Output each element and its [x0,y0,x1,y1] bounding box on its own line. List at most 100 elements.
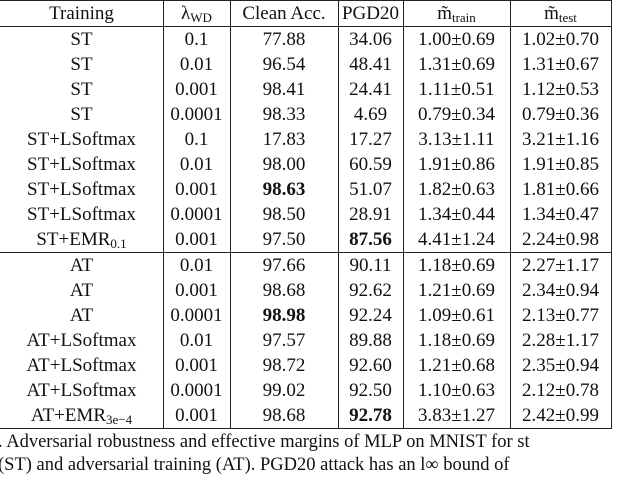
cell-text: 0.1 [184,129,209,150]
table-cell: AT [0,253,163,278]
cell-text: ST [70,104,93,125]
cell-text: AT+LSoftmax [26,380,137,401]
column-rule [230,0,231,429]
cell-text: 0.01 [179,330,214,351]
cell-text: 0.01 [179,154,214,175]
table-cell: 1.02±0.70 [510,27,611,52]
cell-text: 2.12±0.78 [522,380,599,401]
cell-text: 0.0001 [170,380,223,401]
cell-subscript: train [451,10,476,25]
table-cell: 0.0001 [163,202,230,227]
cell-text: AT+LSoftmax [26,355,137,376]
table-cell: 1.81±0.66 [510,177,611,202]
table-cell: 0.79±0.36 [510,102,611,127]
table-cell: 97.50 [230,227,338,252]
cell-text: 0.01 [179,54,214,75]
table-cell: 28.91 [338,202,403,227]
column-rule [510,0,511,429]
cell-text: m̃ [544,3,559,24]
caption-line: (ST) and adversarial training (AT). PGD2… [0,455,510,475]
table-cell: 2.12±0.78 [510,378,611,403]
table-cell: 92.62 [338,278,403,303]
table-cell: AT [0,278,163,303]
cell-text: 92.62 [349,280,392,301]
table-cell: 1.21±0.68 [403,353,510,378]
cell-text: 1.21±0.69 [418,280,495,301]
cell-text: 0.0001 [170,104,223,125]
cell-text: 98.50 [262,204,306,225]
table-cell: 1.11±0.51 [403,77,510,102]
table-cell: ST [0,27,163,52]
table-cell: 98.00 [230,152,338,177]
table-cell: 98.68 [230,278,338,303]
cell-text: 0.79±0.36 [522,104,599,125]
table-cell: 98.41 [230,77,338,102]
rule [0,428,611,429]
cell-text: 0.001 [175,179,218,200]
cell-text: 0.001 [175,280,218,301]
cell-text: 0.001 [175,229,218,250]
table-cell: ST+LSoftmax [0,177,163,202]
table-cell: 3.13±1.11 [403,127,510,152]
header-cell: λWD [163,1,230,26]
table-cell: 2.13±0.77 [510,303,611,328]
table-cell: 0.001 [163,77,230,102]
cell-text: 48.41 [349,54,392,75]
cell-subscript: WD [190,10,212,25]
table-cell: 90.11 [338,253,403,278]
table-cell: 0.001 [163,227,230,252]
cell-text: 3.21±1.16 [522,129,599,150]
cell-text: 98.00 [262,154,306,175]
cell-text: ST+LSoftmax [27,129,136,150]
cell-text: 1.82±0.63 [418,179,495,200]
cell-text: AT [69,280,94,301]
table-cell: 1.34±0.44 [403,202,510,227]
table-cell: 92.78 [338,403,403,428]
header-cell: m̃test [510,1,611,26]
cell-text: 92.50 [349,380,392,401]
cell-text: λ [181,3,191,24]
cell-subscript: 3e−4 [106,412,133,427]
table-cell: 99.02 [230,378,338,403]
cell-text: ST [70,29,93,50]
header-cell: m̃train [403,1,510,26]
column-rule [403,0,404,429]
cell-text: ST+EMR [36,229,111,250]
cell-text: 98.72 [262,355,306,376]
cell-text: 34.06 [349,29,392,50]
table-cell: 4.69 [338,102,403,127]
cell-text: 92.24 [349,305,392,326]
table-cell: ST+LSoftmax [0,202,163,227]
cell-text: ST+LSoftmax [27,179,136,200]
table-cell: AT [0,303,163,328]
table-cell: 98.68 [230,403,338,428]
cell-text: 89.88 [349,330,392,351]
cell-text: 1.31±0.67 [522,54,599,75]
cell-text: 77.88 [262,29,306,50]
cell-text: 51.07 [349,179,392,200]
table-cell: ST [0,52,163,77]
table-cell: 1.21±0.69 [403,278,510,303]
cell-text: 0.01 [179,255,214,276]
cell-text: 2.28±1.17 [522,330,599,351]
cell-text: 4.69 [353,104,388,125]
table-cell: 2.27±1.17 [510,253,611,278]
cell-text: 0.001 [175,405,218,426]
table-cell: 89.88 [338,328,403,353]
cell-text: 98.68 [262,405,306,426]
table-cell: 0.01 [163,52,230,77]
cell-text: 2.27±1.17 [522,255,599,276]
cell-text: 1.10±0.63 [418,380,495,401]
table-cell: 0.01 [163,152,230,177]
table-cell: 1.91±0.86 [403,152,510,177]
table-cell: 51.07 [338,177,403,202]
table-cell: 1.18±0.69 [403,328,510,353]
table-cell: 2.42±0.99 [510,403,611,428]
table-cell: ST [0,102,163,127]
column-rule [338,0,339,429]
cell-text: 2.42±0.99 [522,405,599,426]
cell-text: 1.00±0.69 [418,29,495,50]
rule [0,252,611,253]
table-cell: 0.001 [163,278,230,303]
cell-text: 97.57 [262,330,306,351]
